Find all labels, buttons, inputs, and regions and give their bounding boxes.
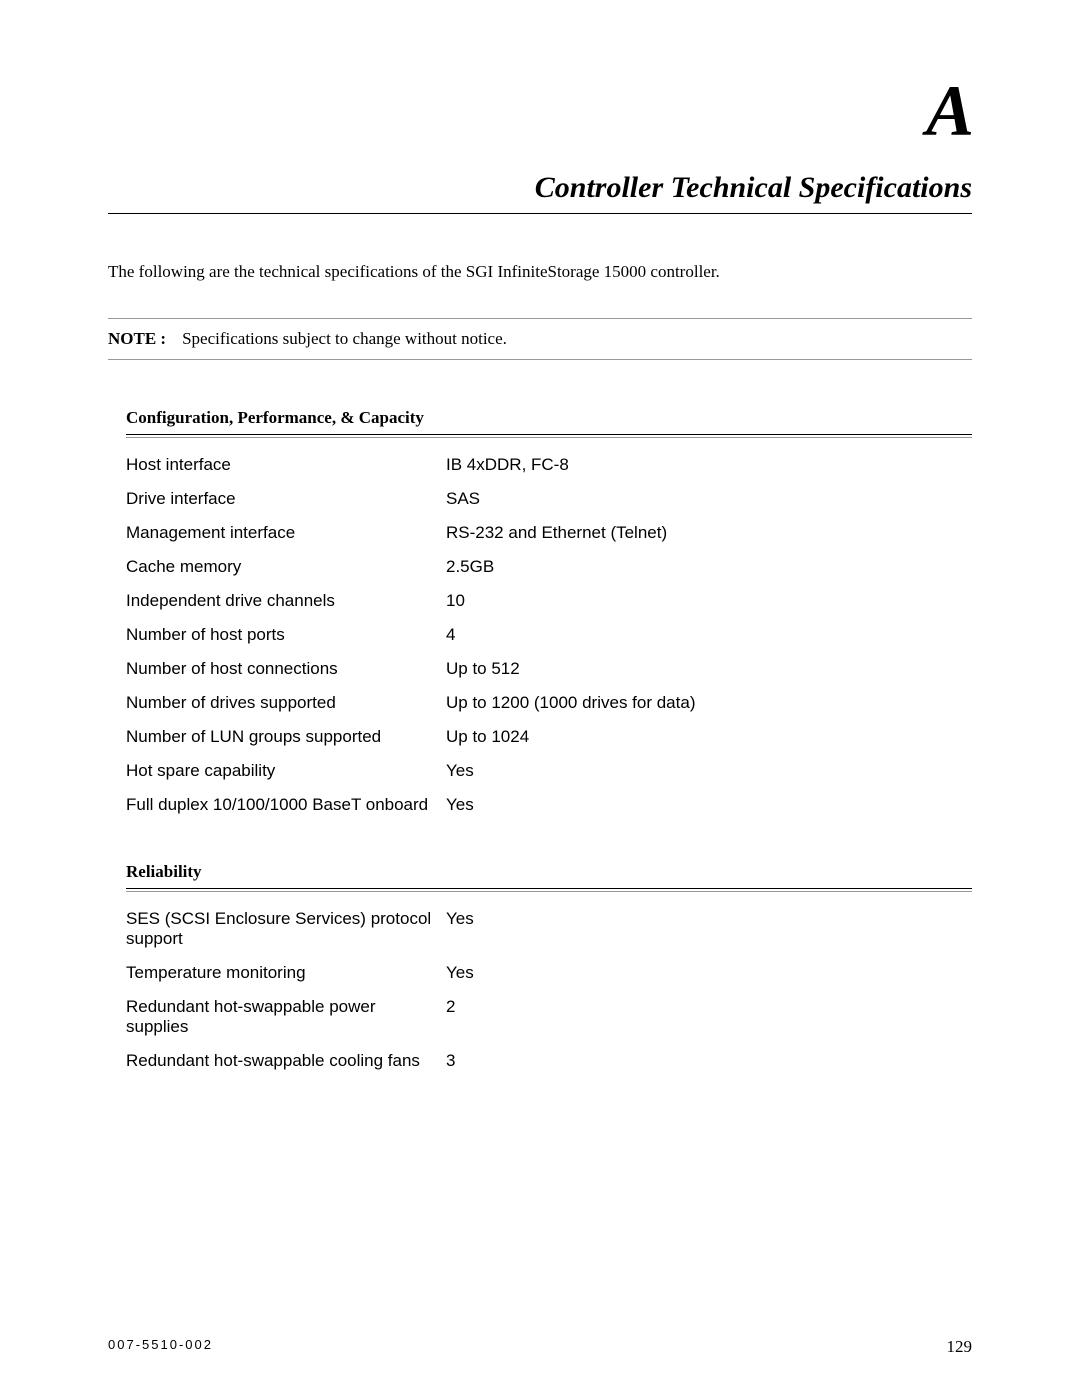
- section-rule: [126, 891, 972, 892]
- page-footer: 007-5510-002 129: [108, 1337, 972, 1357]
- spec-value: Yes: [446, 909, 474, 949]
- spec-label: Full duplex 10/100/1000 BaseT onboard: [126, 795, 446, 815]
- note-label: NOTE :: [108, 329, 166, 348]
- doc-number: 007-5510-002: [108, 1337, 213, 1357]
- spec-value: Yes: [446, 963, 474, 983]
- spec-value: SAS: [446, 489, 480, 509]
- spec-value: RS-232 and Ethernet (Telnet): [446, 523, 667, 543]
- spec-label: Hot spare capability: [126, 761, 446, 781]
- spec-label: Number of LUN groups supported: [126, 727, 446, 747]
- note-text: Specifications subject to change without…: [182, 329, 507, 348]
- spec-table: Host interfaceIB 4xDDR, FC-8 Drive inter…: [126, 448, 972, 822]
- spec-row: Management interfaceRS-232 and Ethernet …: [126, 516, 972, 550]
- spec-value: IB 4xDDR, FC-8: [446, 455, 569, 475]
- spec-row: Number of drives supportedUp to 1200 (10…: [126, 686, 972, 720]
- page-container: A Controller Technical Specifications Th…: [0, 0, 1080, 1397]
- section-rule: [126, 437, 972, 438]
- spec-row: Full duplex 10/100/1000 BaseT onboardYes: [126, 788, 972, 822]
- spec-value: 4: [446, 625, 455, 645]
- spec-label: Number of host ports: [126, 625, 446, 645]
- title-rule: [108, 213, 972, 214]
- spec-row: Redundant hot-swappable cooling fans3: [126, 1044, 972, 1078]
- section-header: Reliability: [126, 862, 972, 889]
- spec-row: Drive interfaceSAS: [126, 482, 972, 516]
- spec-row: SES (SCSI Enclosure Services) protocol s…: [126, 902, 972, 956]
- spec-row: Temperature monitoringYes: [126, 956, 972, 990]
- spec-row: Number of LUN groups supportedUp to 1024: [126, 720, 972, 754]
- spec-label: Redundant hot-swappable cooling fans: [126, 1051, 446, 1071]
- spec-label: Redundant hot-swappable power supplies: [126, 997, 446, 1037]
- spec-value: Yes: [446, 761, 474, 781]
- spec-value: Up to 1024: [446, 727, 529, 747]
- spec-value: Yes: [446, 795, 474, 815]
- note-block: NOTE : Specifications subject to change …: [108, 318, 972, 360]
- spec-row: Number of host ports4: [126, 618, 972, 652]
- spec-value: 3: [446, 1051, 455, 1071]
- spec-label: Management interface: [126, 523, 446, 543]
- spec-label: SES (SCSI Enclosure Services) protocol s…: [126, 909, 446, 949]
- spec-row: Number of host connectionsUp to 512: [126, 652, 972, 686]
- spec-row: Hot spare capabilityYes: [126, 754, 972, 788]
- spec-label: Number of host connections: [126, 659, 446, 679]
- spec-value: 2.5GB: [446, 557, 494, 577]
- appendix-letter: A: [108, 70, 972, 153]
- spec-value: 2: [446, 997, 455, 1037]
- spec-section-reliability: Reliability SES (SCSI Enclosure Services…: [126, 862, 972, 1078]
- spec-label: Host interface: [126, 455, 446, 475]
- spec-row: Redundant hot-swappable power supplies2: [126, 990, 972, 1044]
- spec-label: Drive interface: [126, 489, 446, 509]
- spec-row: Host interfaceIB 4xDDR, FC-8: [126, 448, 972, 482]
- section-header: Configuration, Performance, & Capacity: [126, 408, 972, 435]
- spec-label: Temperature monitoring: [126, 963, 446, 983]
- spec-table: SES (SCSI Enclosure Services) protocol s…: [126, 902, 972, 1078]
- spec-row: Independent drive channels10: [126, 584, 972, 618]
- spec-label: Number of drives supported: [126, 693, 446, 713]
- page-number: 129: [947, 1337, 973, 1357]
- intro-text: The following are the technical specific…: [108, 262, 972, 282]
- spec-value: Up to 512: [446, 659, 520, 679]
- spec-section-config: Configuration, Performance, & Capacity H…: [126, 408, 972, 822]
- chapter-title: Controller Technical Specifications: [108, 171, 972, 205]
- spec-label: Independent drive channels: [126, 591, 446, 611]
- spec-label: Cache memory: [126, 557, 446, 577]
- spec-value: Up to 1200 (1000 drives for data): [446, 693, 695, 713]
- spec-row: Cache memory2.5GB: [126, 550, 972, 584]
- spec-value: 10: [446, 591, 465, 611]
